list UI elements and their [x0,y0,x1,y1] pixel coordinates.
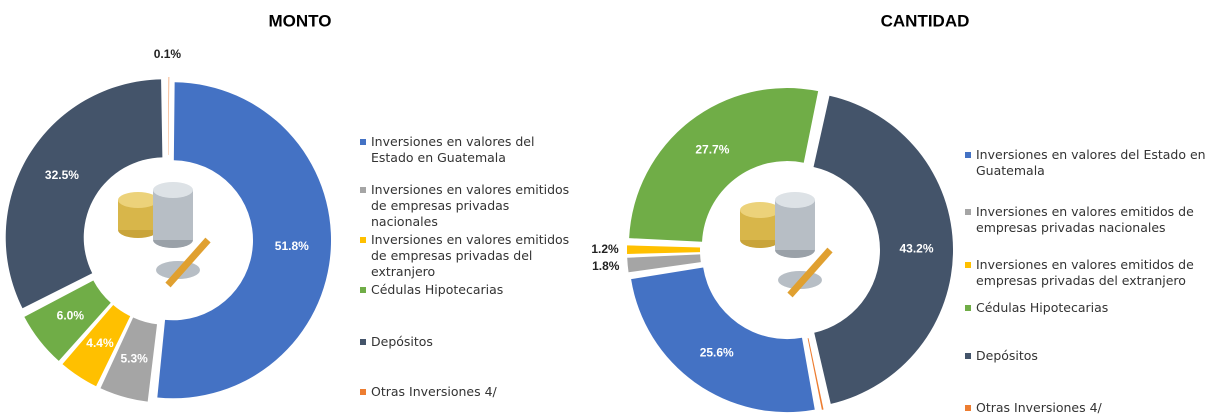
legend-label: Inversiones en valores emitidos de empre… [371,232,569,279]
chart-title: CANTIDAD [881,11,970,30]
data-label: 43.2% [899,242,933,256]
pie-slice [627,254,701,272]
legend-entry: Inversiones en valores emitidos de empre… [965,204,1210,236]
legend-swatch [965,353,971,359]
legend-label: Inversiones en valores emitidos de empre… [371,182,569,229]
data-label: 5.3% [121,351,149,365]
legend-label: Cédulas Hipotecarias [976,300,1108,315]
legend-swatch [965,262,971,268]
legend-entry: Otras Inversiones 4/ [360,384,576,400]
data-label: 25.6% [700,345,734,359]
legend-entry: Cédulas Hipotecarias [965,300,1210,316]
coins-icon [740,192,830,295]
data-label: 1.8% [592,259,620,273]
coins-icon [118,182,208,285]
legend-swatch [360,187,366,193]
legend-entry: Otras Inversiones 4/ [965,400,1210,416]
legend-label: Otras Inversiones 4/ [371,384,497,399]
legend-swatch [360,287,366,293]
legend-label: Inversiones en valores emitidos de empre… [976,257,1194,288]
data-label: 32.5% [45,168,79,182]
data-label: 4.4% [86,336,114,350]
chart-title: MONTO [269,11,332,30]
pie-slice [631,268,815,413]
legend-entry: Cédulas Hipotecarias [360,282,576,298]
legend-entry: Inversiones en valores emitidos de empre… [360,232,576,280]
pie-slice [168,77,169,155]
data-label: 27.7% [695,142,729,156]
legend-label: Inversiones en valores del Estado en Gua… [976,147,1206,178]
legend-label: Depósitos [371,334,433,349]
legend-swatch [965,305,971,311]
legend-entry: Inversiones en valores del Estado en Gua… [360,134,576,166]
pie-slice [627,245,700,254]
data-label: 0.1% [154,47,182,61]
legend-entry: Inversiones en valores emitidos de empre… [360,182,576,230]
legend-swatch [965,405,971,411]
legend-entry: Inversiones en valores del Estado en Gua… [965,147,1210,179]
legend-swatch [360,389,366,395]
legend-label: Inversiones en valores emitidos de empre… [976,204,1194,235]
legend-swatch [965,209,971,215]
legend-label: Depósitos [976,348,1038,363]
legend-label: Otras Inversiones 4/ [976,400,1102,415]
legend-entry: Depósitos [360,334,576,350]
data-label: 51.8% [275,239,309,253]
legend-swatch [360,339,366,345]
legend-entry: Depósitos [965,348,1210,364]
legend-label: Cédulas Hipotecarias [371,282,503,297]
page: MONTO CANTIDAD 51.8% 5.3% 4.4%6.0% 32.5% 0.1… [0,0,1210,418]
data-label: 6.0% [57,309,85,323]
legend-label: Inversiones en valores del Estado en Gua… [371,134,534,165]
data-label: 1.2% [591,242,619,256]
legend-entry: Inversiones en valores emitidos de empre… [965,257,1210,289]
legend-swatch [360,139,366,145]
legend-swatch [360,237,366,243]
legend-swatch [965,152,971,158]
